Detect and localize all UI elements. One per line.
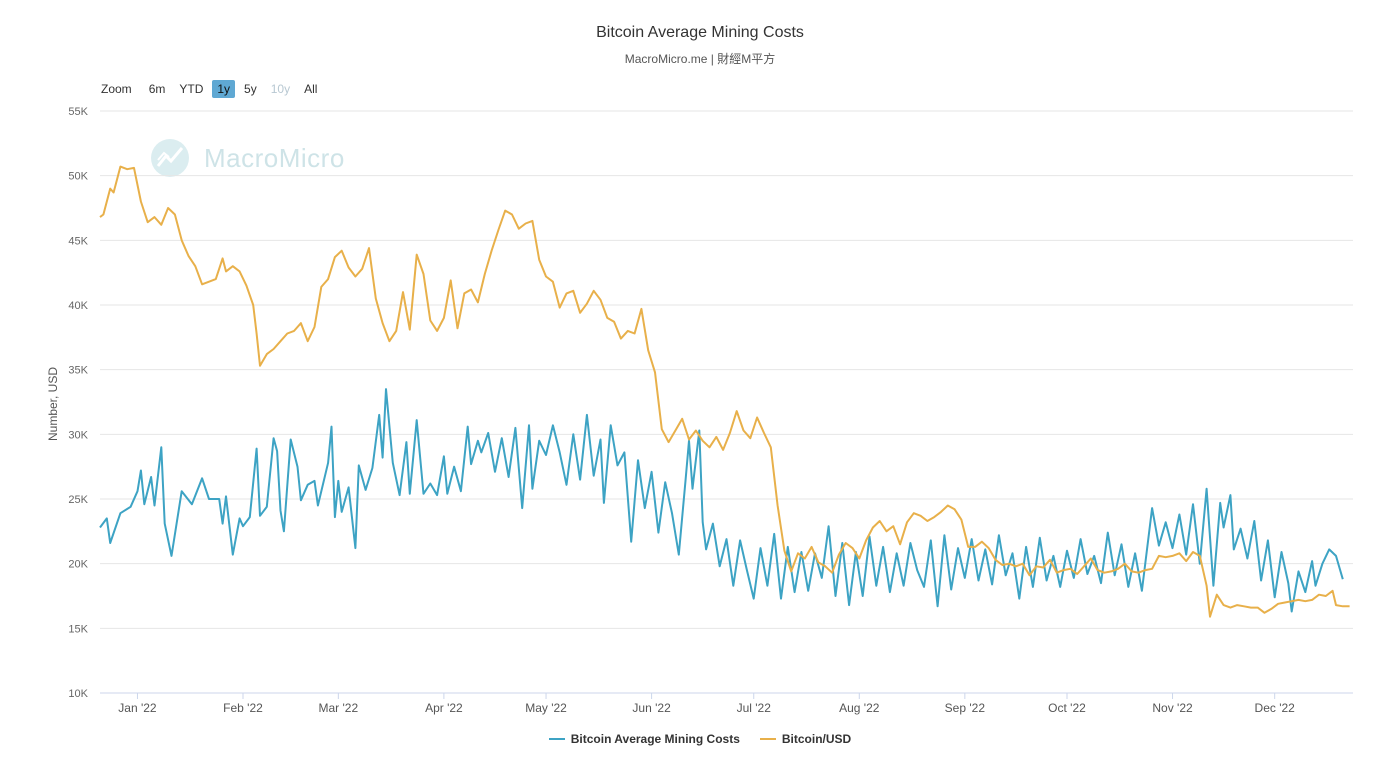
legend-item-mining-cost[interactable]: Bitcoin Average Mining Costs [548,732,740,746]
chart-title: Bitcoin Average Mining Costs [596,24,804,41]
zoom-label: Zoom [101,82,132,96]
legend-swatch-bitcoin-usd [759,738,776,740]
y-tick-label: 30K [68,429,88,441]
grid-lines [100,110,1353,694]
x-axis-ticks: Jan '22 Feb '22 Mar '22 Apr '22 May '22 Jun '… [100,692,1353,715]
x-tick-label: Jun '22 [632,701,671,715]
chart-subtitle: MacroMicro.me | 財經M平方 [624,52,776,66]
x-tick-label: Oct '22 [1048,701,1086,715]
watermark-text: MacroMicro [204,142,345,173]
zoom-button-1y[interactable]: 1y [212,80,236,98]
legend-swatch-mining-cost [548,738,565,740]
series-line-bitcoin-usd[interactable] [99,165,1350,618]
y-tick-label: 55K [68,106,88,118]
zoom-button-ytd[interactable]: YTD [179,82,204,96]
y-tick-label: 50K [68,171,88,183]
y-tick-label: 45K [68,235,88,247]
x-tick-label: Sep '22 [945,701,986,715]
y-tick-label: 35K [68,365,88,377]
series-line-mining-cost[interactable] [99,388,1344,613]
y-axis-ticks: 10K 15K 20K 25K 30K 35K 40K 45K 50K 55K [68,106,88,700]
x-tick-label: Nov '22 [1152,701,1193,715]
y-tick-label: 15K [68,623,88,635]
x-tick-label: Aug '22 [839,701,880,715]
watermark: MacroMicro [150,138,345,178]
x-tick-label: Dec '22 [1255,701,1296,715]
legend-label-bitcoin-usd: Bitcoin/USD [781,732,852,746]
y-axis-label: Number, USD [46,367,60,441]
series-lines [99,165,1350,618]
zoom-button-6m[interactable]: 6m [148,82,166,96]
x-tick-label: Mar '22 [319,701,359,715]
macromicro-logo-icon [151,139,189,177]
zoom-button-10y: 10y [270,82,291,96]
x-tick-label: Apr '22 [425,701,463,715]
legend-label-mining-cost: Bitcoin Average Mining Costs [570,732,740,746]
zoom-button-all[interactable]: All [304,82,318,96]
y-tick-label: 25K [68,494,88,506]
legend: Bitcoin Average Mining Costs Bitcoin/USD [0,732,1400,746]
y-tick-label: 40K [68,300,88,312]
zoom-button-5y[interactable]: 5y [244,82,257,96]
zoom-selector: Zoom 6m YTD 1y 5y 10y All [101,79,326,99]
legend-item-bitcoin-usd[interactable]: Bitcoin/USD [759,732,852,746]
y-tick-label: 20K [68,559,88,571]
x-tick-label: Jan '22 [118,701,157,715]
x-tick-label: Jul '22 [737,701,772,715]
x-tick-label: Feb '22 [223,701,263,715]
x-tick-label: May '22 [525,701,567,715]
y-tick-label: 10K [68,688,88,700]
